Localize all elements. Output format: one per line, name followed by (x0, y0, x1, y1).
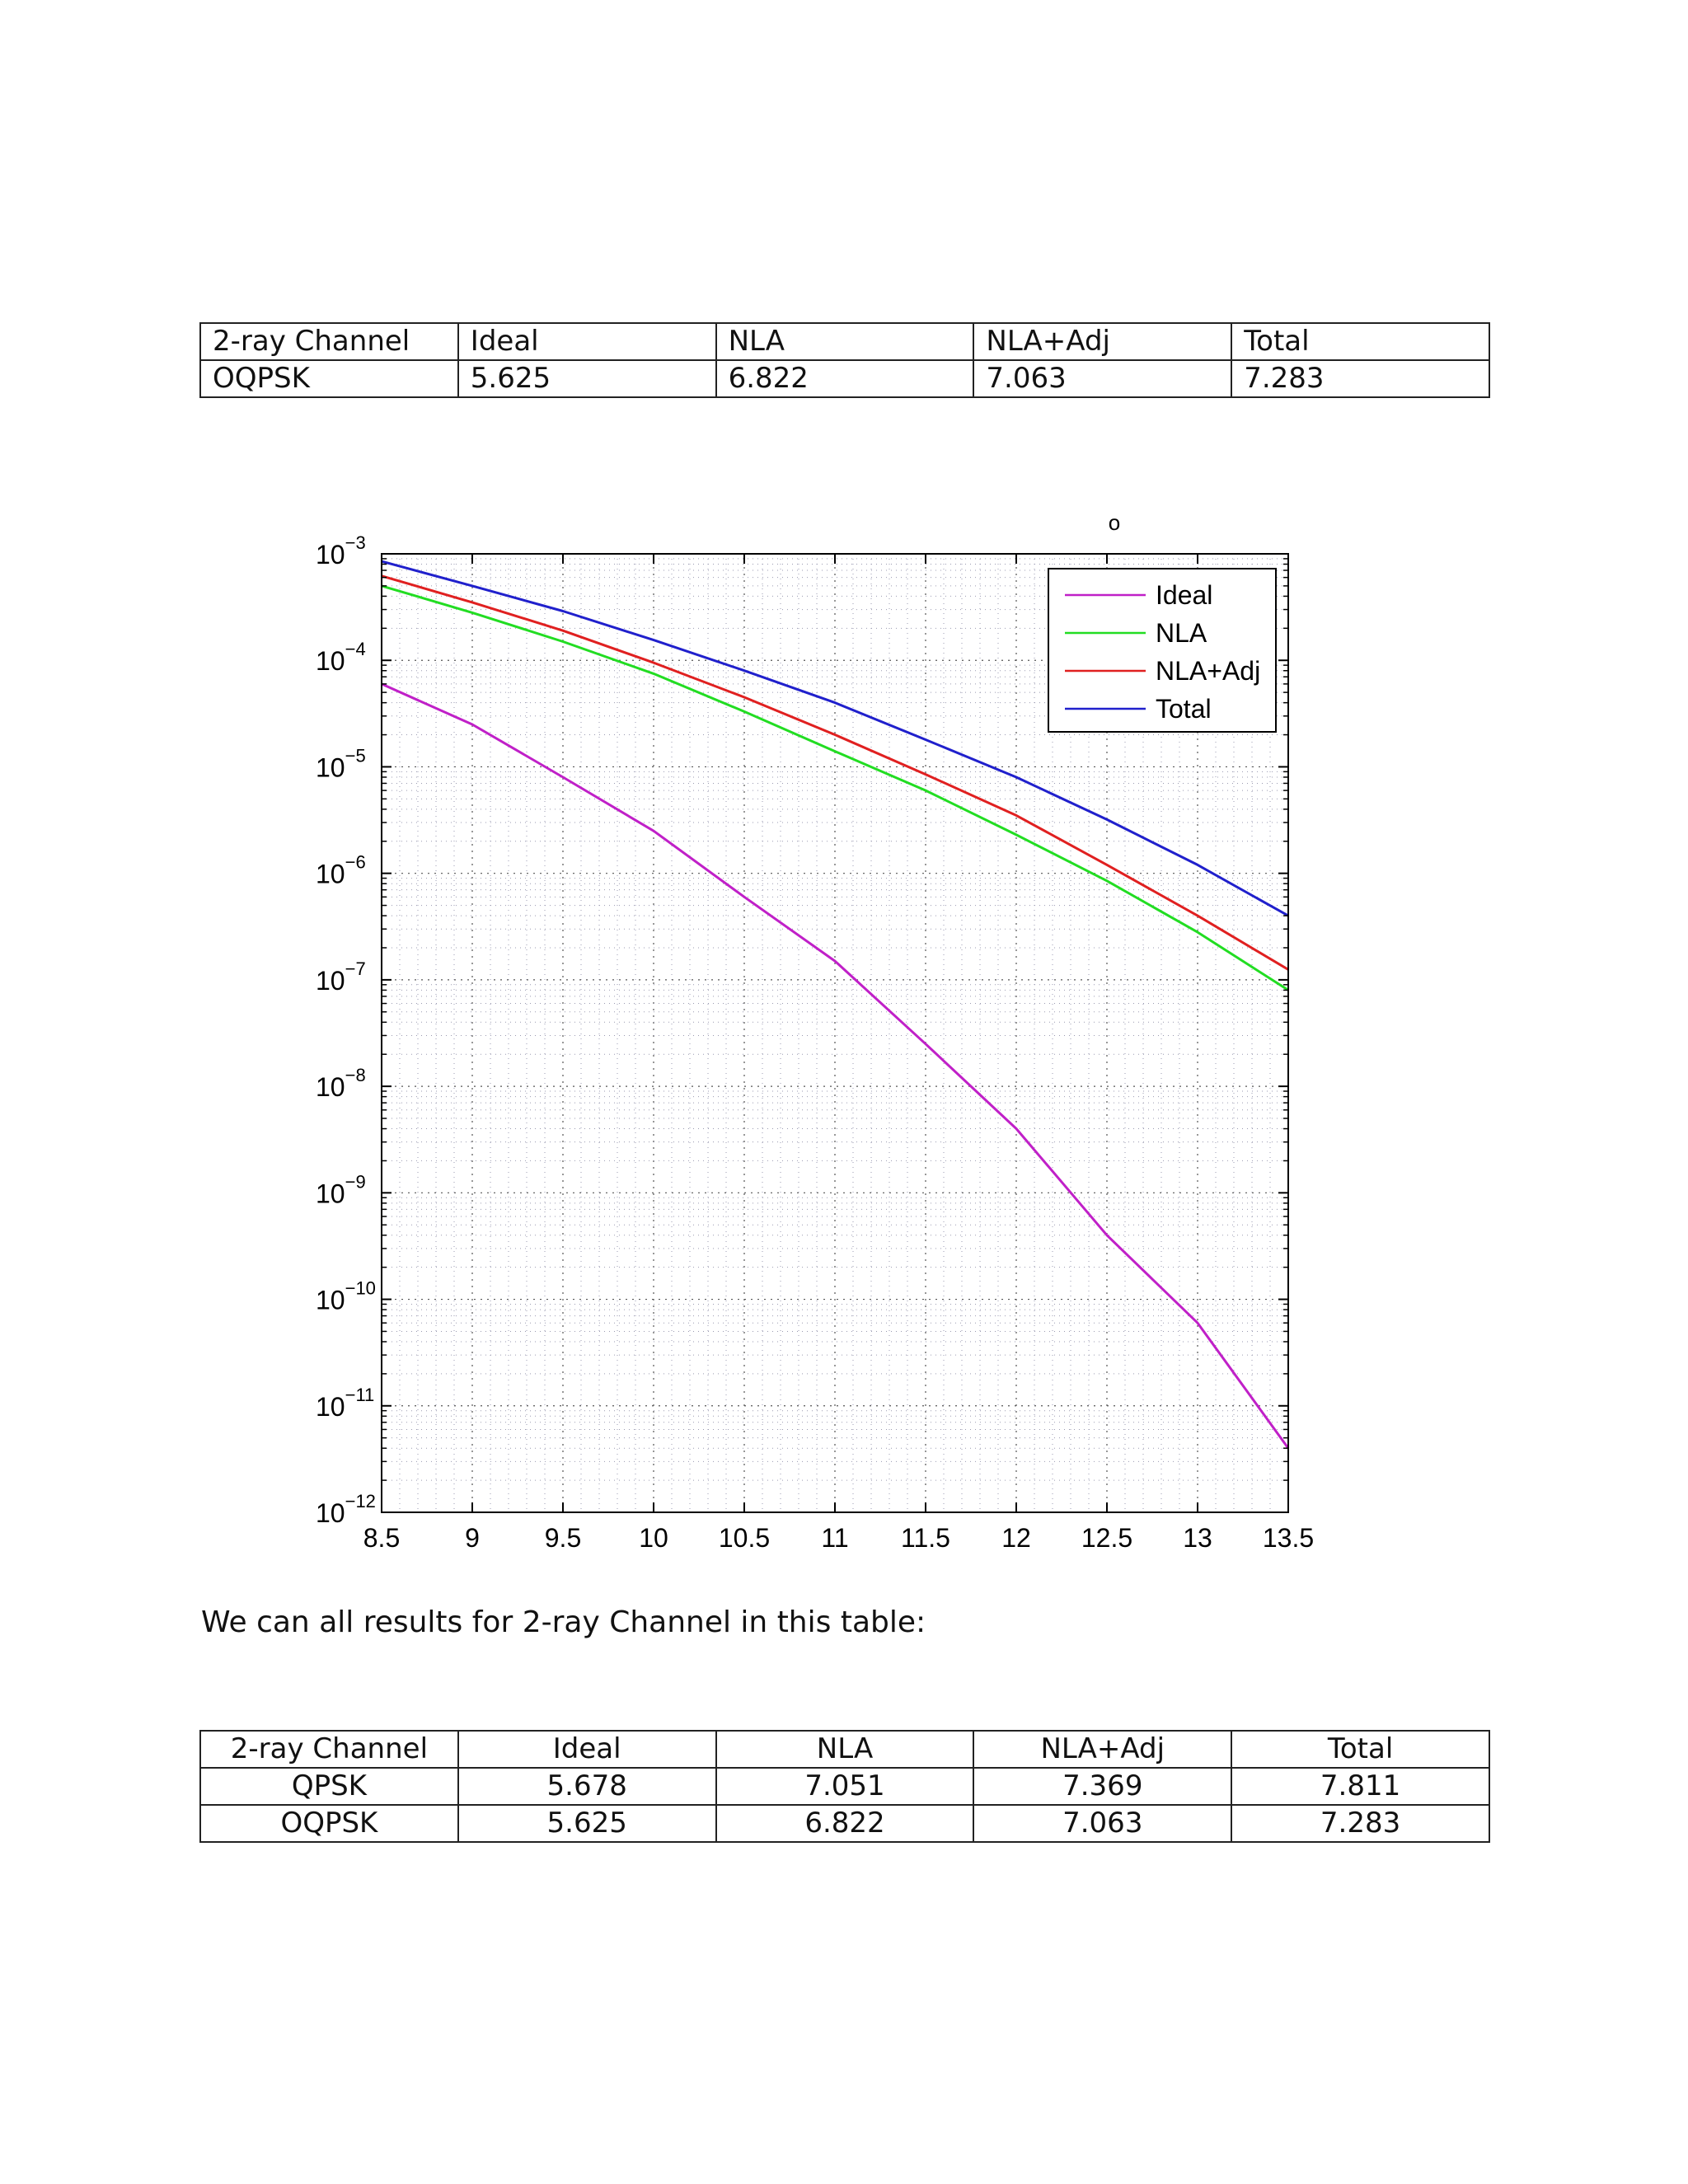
table-cell: NLA+Adj (973, 1730, 1233, 1769)
x-tick-label: 8.5 (363, 1523, 400, 1553)
table-cell: 7.063 (973, 359, 1233, 398)
table-cell: NLA (715, 322, 975, 361)
x-tick-label: 9.5 (545, 1523, 581, 1553)
table-cell: 7.369 (973, 1767, 1233, 1806)
series-line-nla (381, 584, 1289, 991)
y-tick-label: 10−10 (316, 1278, 376, 1315)
legend-label: NLA+Adj (1156, 656, 1260, 686)
axis-ticks (381, 553, 1289, 1513)
x-tick-label: 11 (821, 1523, 848, 1553)
table-cell: 7.283 (1231, 359, 1490, 398)
y-tick-label: 10−3 (316, 532, 366, 569)
body-text: We can all results for 2-ray Channel in … (201, 1605, 926, 1639)
table-cell: 7.283 (1231, 1804, 1490, 1843)
table-cell: 2-ray Channel (199, 322, 459, 361)
table-cell: Ideal (457, 322, 717, 361)
y-tick-label: 10−12 (316, 1491, 376, 1528)
table-cell: 5.625 (457, 1804, 717, 1843)
table-header-row: 2-ray Channel Ideal NLA NLA+Adj Total (199, 1730, 1490, 1769)
ber-chart: 8.5 9 9.5 10 10.5 11 11.5 12 12.5 13 13.5 10−3 10−4… (316, 511, 1314, 1553)
table-cell: NLA (715, 1730, 975, 1769)
table-row: OQPSK 5.625 6.822 7.063 7.283 (199, 359, 1490, 398)
series-line-total (381, 560, 1289, 917)
x-tick-label: 12.5 (1081, 1523, 1132, 1553)
y-tick-label: 10−8 (316, 1065, 366, 1102)
results-table-comparison: 2-ray Channel Ideal NLA NLA+Adj Total QP… (199, 1730, 1490, 1843)
table-cell: 7.811 (1231, 1767, 1490, 1806)
x-tick-labels: 8.5 9 9.5 10 10.5 11 11.5 12 12.5 13 13.5 (363, 1523, 1314, 1553)
x-tick-label: 10.5 (719, 1523, 770, 1553)
y-tick-label: 10−4 (316, 639, 366, 676)
series-lines (381, 560, 1290, 1450)
x-tick-label: 10 (639, 1523, 668, 1553)
series-line-nla-adj (381, 574, 1289, 971)
x-tick-label: 13.5 (1263, 1523, 1314, 1553)
y-tick-label: 10−7 (316, 958, 366, 996)
table-cell: Total (1231, 322, 1490, 361)
y-tick-label: 10−11 (316, 1385, 374, 1422)
table-cell: 7.051 (715, 1767, 975, 1806)
legend-label: NLA (1156, 618, 1207, 648)
table-cell: Total (1231, 1730, 1490, 1769)
table-cell: Ideal (457, 1730, 717, 1769)
legend-label: Ideal (1156, 580, 1212, 610)
table-row: QPSK 5.678 7.051 7.369 7.811 (199, 1767, 1490, 1806)
table-cell: 6.822 (715, 1804, 975, 1843)
y-tick-label: 10−6 (316, 852, 366, 889)
x-tick-label: 11.5 (901, 1523, 950, 1553)
table-header-row: 2-ray Channel Ideal NLA NLA+Adj Total (199, 322, 1490, 361)
table-cell: 7.063 (973, 1804, 1233, 1843)
x-tick-label: 12 (1001, 1523, 1031, 1553)
series-line-ideal (381, 682, 1290, 1450)
table-row: OQPSK 5.625 6.822 7.063 7.283 (199, 1804, 1490, 1843)
table-cell: QPSK (199, 1767, 459, 1806)
legend-label: Total (1156, 694, 1212, 724)
table-cell: OQPSK (199, 1804, 459, 1843)
legend: Ideal NLA NLA+Adj Total (1048, 568, 1277, 733)
x-tick-label: 9 (465, 1523, 480, 1553)
y-tick-labels: 10−3 10−4 10−5 10−6 10−7 10−8 10−9 10−10 10−11 10… (316, 532, 376, 1528)
x-tick-label: 13 (1183, 1523, 1212, 1553)
table-cell: 5.625 (457, 359, 717, 398)
stray-marker: o (1109, 511, 1120, 535)
table-cell: NLA+Adj (973, 322, 1233, 361)
table-cell: 2-ray Channel (199, 1730, 459, 1769)
y-tick-label: 10−5 (316, 745, 366, 782)
y-tick-label: 10−9 (316, 1171, 366, 1208)
results-table-oqpsk: 2-ray Channel Ideal NLA NLA+Adj Total OQ… (199, 322, 1490, 398)
table-cell: OQPSK (199, 359, 459, 398)
table-cell: 6.822 (715, 359, 975, 398)
table-cell: 5.678 (457, 1767, 717, 1806)
